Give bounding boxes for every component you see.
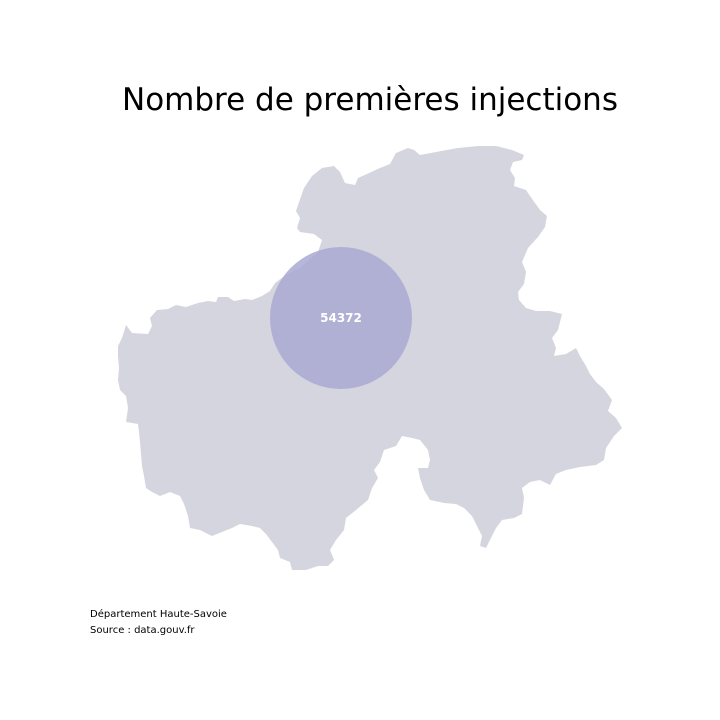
footer-source: Source : data.gouv.fr [90,625,195,636]
footer-department: Département Haute-Savoie [90,609,227,620]
injections-bubble [270,247,412,389]
bubble-value-label: 54372 [320,311,362,325]
map-footer: Département Haute-Savoie Source : data.g… [90,607,227,639]
map-title: Nombre de premières injections [122,82,618,118]
